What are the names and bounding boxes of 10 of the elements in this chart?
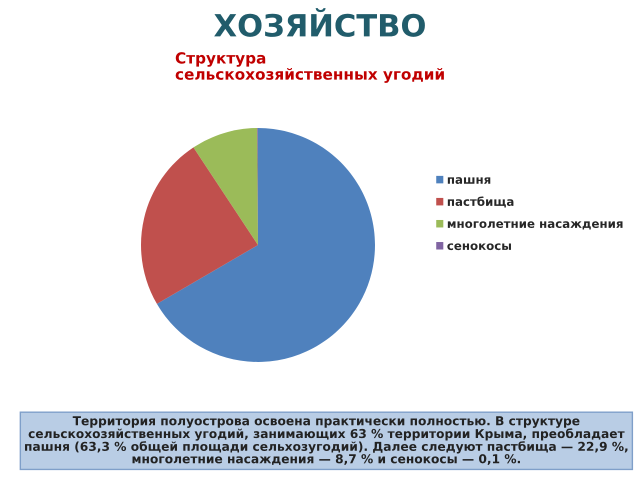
pie-slice	[156, 128, 375, 362]
legend-label: многолетние насаждения	[448, 221, 622, 230]
pie-slice	[141, 147, 258, 304]
chart-title: ХОЗЯЙСТВО	[214, 8, 425, 37]
legend-label: сенокосы	[447, 243, 511, 250]
legend-label: пастбища	[448, 196, 514, 208]
pie-slice	[193, 128, 258, 245]
chart-subtitle: Структура сельскохозяйственных угодий	[176, 52, 444, 83]
text: Территория полуострова освоена практически полностью. В структуре сельскохозяйственных угодий, занимающих 63 % территории Крыма, преобладает пашня (63,3 % общей площади сельхозугодий). Далее следуют пастбища — 22,9 %, многолетние насаждения — 8,7 % и сенокосы — 0,1 %.	[25, 416, 628, 465]
legend-label: пашня	[448, 177, 490, 184]
